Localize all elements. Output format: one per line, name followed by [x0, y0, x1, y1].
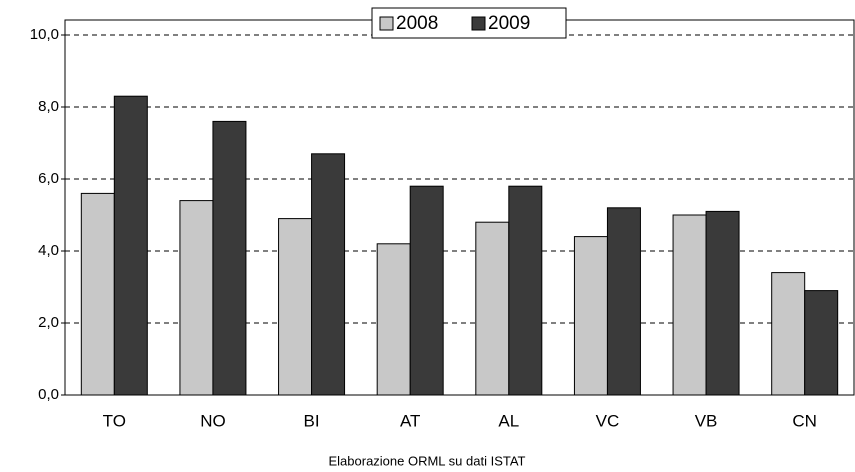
y-tick-label: 6,0 [38, 170, 59, 187]
x-tick-label: VC [596, 411, 620, 430]
bar [804, 290, 839, 396]
x-tick-label: VB [695, 411, 718, 430]
legend-label: 2008 [396, 13, 438, 34]
x-tick-label: BI [304, 411, 320, 430]
x-tick-label: CN [792, 411, 817, 430]
bar [606, 207, 641, 396]
x-tick-label: AT [400, 411, 420, 430]
x-tick-label: AL [498, 411, 519, 430]
bar [771, 272, 806, 396]
annotation: Elaborazione ORML su dati ISTAT [328, 453, 525, 468]
legend-box [371, 7, 567, 39]
bar [672, 214, 707, 396]
y-tick-label: 0,0 [38, 386, 59, 403]
bar [508, 185, 543, 396]
x-tick-label: TO [103, 411, 126, 430]
bar [179, 200, 214, 396]
bar [80, 192, 115, 396]
x-tick-label: NO [200, 411, 226, 430]
bar [409, 185, 444, 396]
bar [705, 210, 740, 396]
legend-swatch [471, 16, 486, 31]
bar [113, 95, 148, 396]
bar [278, 218, 313, 396]
y-tick-label: 4,0 [38, 242, 59, 259]
bar [311, 153, 346, 396]
bar [573, 236, 608, 396]
y-tick-label: 8,0 [38, 98, 59, 115]
bar [212, 120, 247, 396]
bar [475, 221, 510, 396]
bar [376, 243, 411, 396]
legend-swatch [379, 16, 394, 31]
legend-label: 2009 [488, 13, 530, 34]
y-tick-label: 10,0 [30, 26, 59, 43]
y-tick-label: 2,0 [38, 314, 59, 331]
